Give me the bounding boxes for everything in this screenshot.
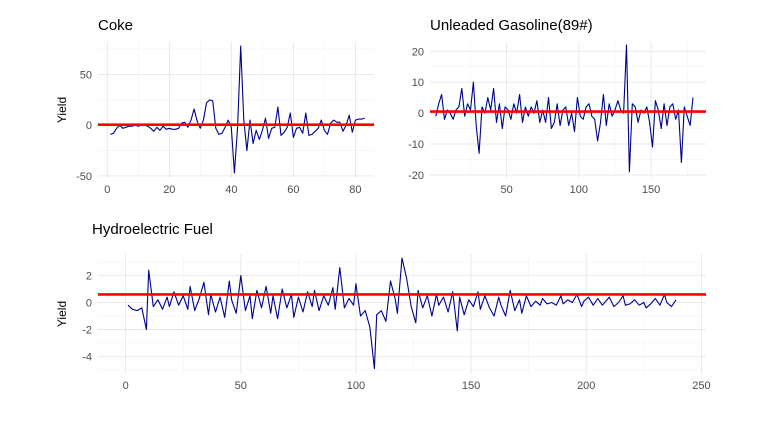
unleaded-gasoline-89-title: Unleaded Gasoline(89#) [430, 17, 593, 34]
coke-series-line-0 [110, 45, 365, 174]
hydroelectric-fuel-y-tick-label: 0 [86, 298, 92, 310]
hydroelectric-fuel-title: Hydroelectric Fuel [92, 221, 213, 238]
coke-y-tick-label: -50 [76, 171, 92, 183]
coke-y-tick-label: 50 [80, 69, 92, 81]
coke-x-tick-label: 0 [104, 184, 110, 196]
hydroelectric-fuel-y-tick-label: -2 [82, 325, 92, 337]
unleaded-gasoline-89-x-tick-label: 100 [570, 184, 588, 196]
coke-x-tick-label: 60 [287, 184, 299, 196]
coke-x-tick-label: 80 [349, 184, 361, 196]
unleaded-gasoline-89-y-tick-label: -10 [408, 139, 424, 151]
coke-y-tick-label: 0 [86, 120, 92, 132]
hydroelectric-fuel-series-line-0 [127, 257, 677, 370]
unleaded-gasoline-panel: 50 100 150 -20 -10 0 10 20 Unleaded Gasoline(89#… [408, 17, 706, 196]
unleaded-gasoline-89-series-line-0 [435, 44, 694, 173]
hydroelectric-fuel-x-tick-label: 100 [347, 380, 365, 392]
hydroelectric-fuel-x-tick-label: 200 [577, 380, 595, 392]
coke-title: Coke [98, 17, 133, 34]
hydroelectric-fuel-x-tick-label: 0 [123, 380, 129, 392]
unleaded-gasoline-89-x-tick-label: 150 [642, 184, 660, 196]
coke-x-tick-label: 40 [225, 184, 237, 196]
hydroelectric-fuel-x-tick-label: 150 [462, 380, 480, 392]
coke-panel: 0 20 40 60 80 -50 0 50 Coke Yield [55, 17, 374, 196]
hydroelectric-fuel-panel: 0 50 100 150 200 250 -4 -2 0 2 Hydroelectric Fuel Y… [55, 221, 711, 392]
hydroelectric-fuel-y-tick-label: 2 [86, 271, 92, 283]
hydroelectric-fuel-x-tick-label: 250 [692, 380, 710, 392]
hydroelectric-fuel-x-tick-label: 50 [235, 380, 247, 392]
unleaded-gasoline-89-y-tick-label: 0 [418, 108, 424, 120]
unleaded-gasoline-89-y-tick-label: -20 [408, 170, 424, 182]
hydroelectric-fuel-y-tick-label: -4 [82, 351, 92, 363]
unleaded-gasoline-89-y-tick-label: 20 [412, 46, 424, 58]
unleaded-gasoline-89-y-tick-label: 10 [412, 77, 424, 89]
unleaded-gasoline-89-x-tick-label: 50 [500, 184, 512, 196]
coke-y-axis-label: Yield [55, 97, 69, 123]
hydroelectric-fuel-y-axis-label: Yield [55, 301, 69, 327]
coke-x-tick-label: 20 [163, 184, 175, 196]
